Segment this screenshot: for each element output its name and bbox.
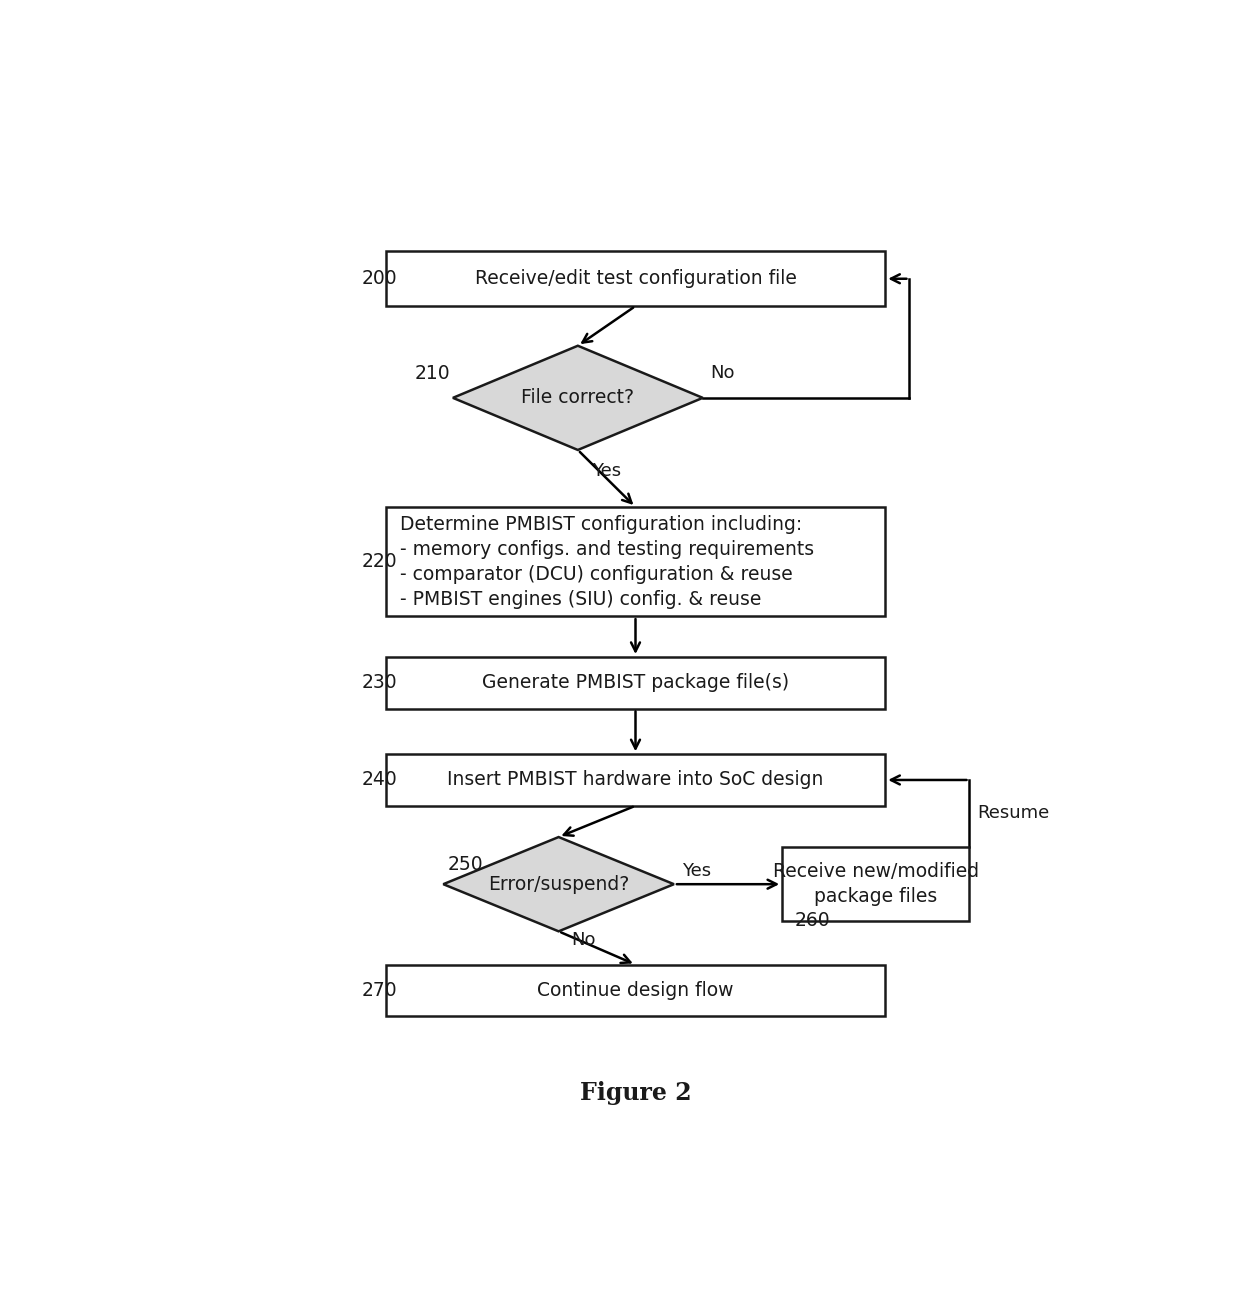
Text: Error/suspend?: Error/suspend? xyxy=(489,875,629,893)
FancyBboxPatch shape xyxy=(386,964,885,1016)
Text: 210: 210 xyxy=(414,363,450,383)
Polygon shape xyxy=(453,345,703,450)
FancyBboxPatch shape xyxy=(386,657,885,709)
Text: Figure 2: Figure 2 xyxy=(579,1080,692,1105)
Text: Insert PMBIST hardware into SoC design: Insert PMBIST hardware into SoC design xyxy=(448,771,823,789)
FancyBboxPatch shape xyxy=(386,507,885,616)
Text: 220: 220 xyxy=(362,552,397,571)
FancyBboxPatch shape xyxy=(386,251,885,305)
Text: No: No xyxy=(572,931,595,949)
Text: 230: 230 xyxy=(362,673,397,692)
Text: Resume: Resume xyxy=(977,804,1049,822)
Text: No: No xyxy=(711,363,735,382)
Text: 270: 270 xyxy=(362,981,397,1000)
FancyBboxPatch shape xyxy=(386,754,885,806)
Text: 240: 240 xyxy=(362,771,397,789)
Text: 260: 260 xyxy=(795,911,831,931)
Text: File correct?: File correct? xyxy=(521,388,635,407)
Text: Yes: Yes xyxy=(682,862,711,880)
Text: 250: 250 xyxy=(448,855,484,874)
Text: Yes: Yes xyxy=(593,461,621,480)
Text: Generate PMBIST package file(s): Generate PMBIST package file(s) xyxy=(482,673,789,692)
FancyBboxPatch shape xyxy=(782,847,970,922)
Text: 200: 200 xyxy=(362,269,397,289)
Text: Continue design flow: Continue design flow xyxy=(537,981,734,1000)
Text: Determine PMBIST configuration including:
- memory configs. and testing requirem: Determine PMBIST configuration including… xyxy=(401,514,815,608)
Text: Receive new/modified
package files: Receive new/modified package files xyxy=(773,862,978,906)
Polygon shape xyxy=(444,837,675,932)
Text: Receive/edit test configuration file: Receive/edit test configuration file xyxy=(475,269,796,289)
